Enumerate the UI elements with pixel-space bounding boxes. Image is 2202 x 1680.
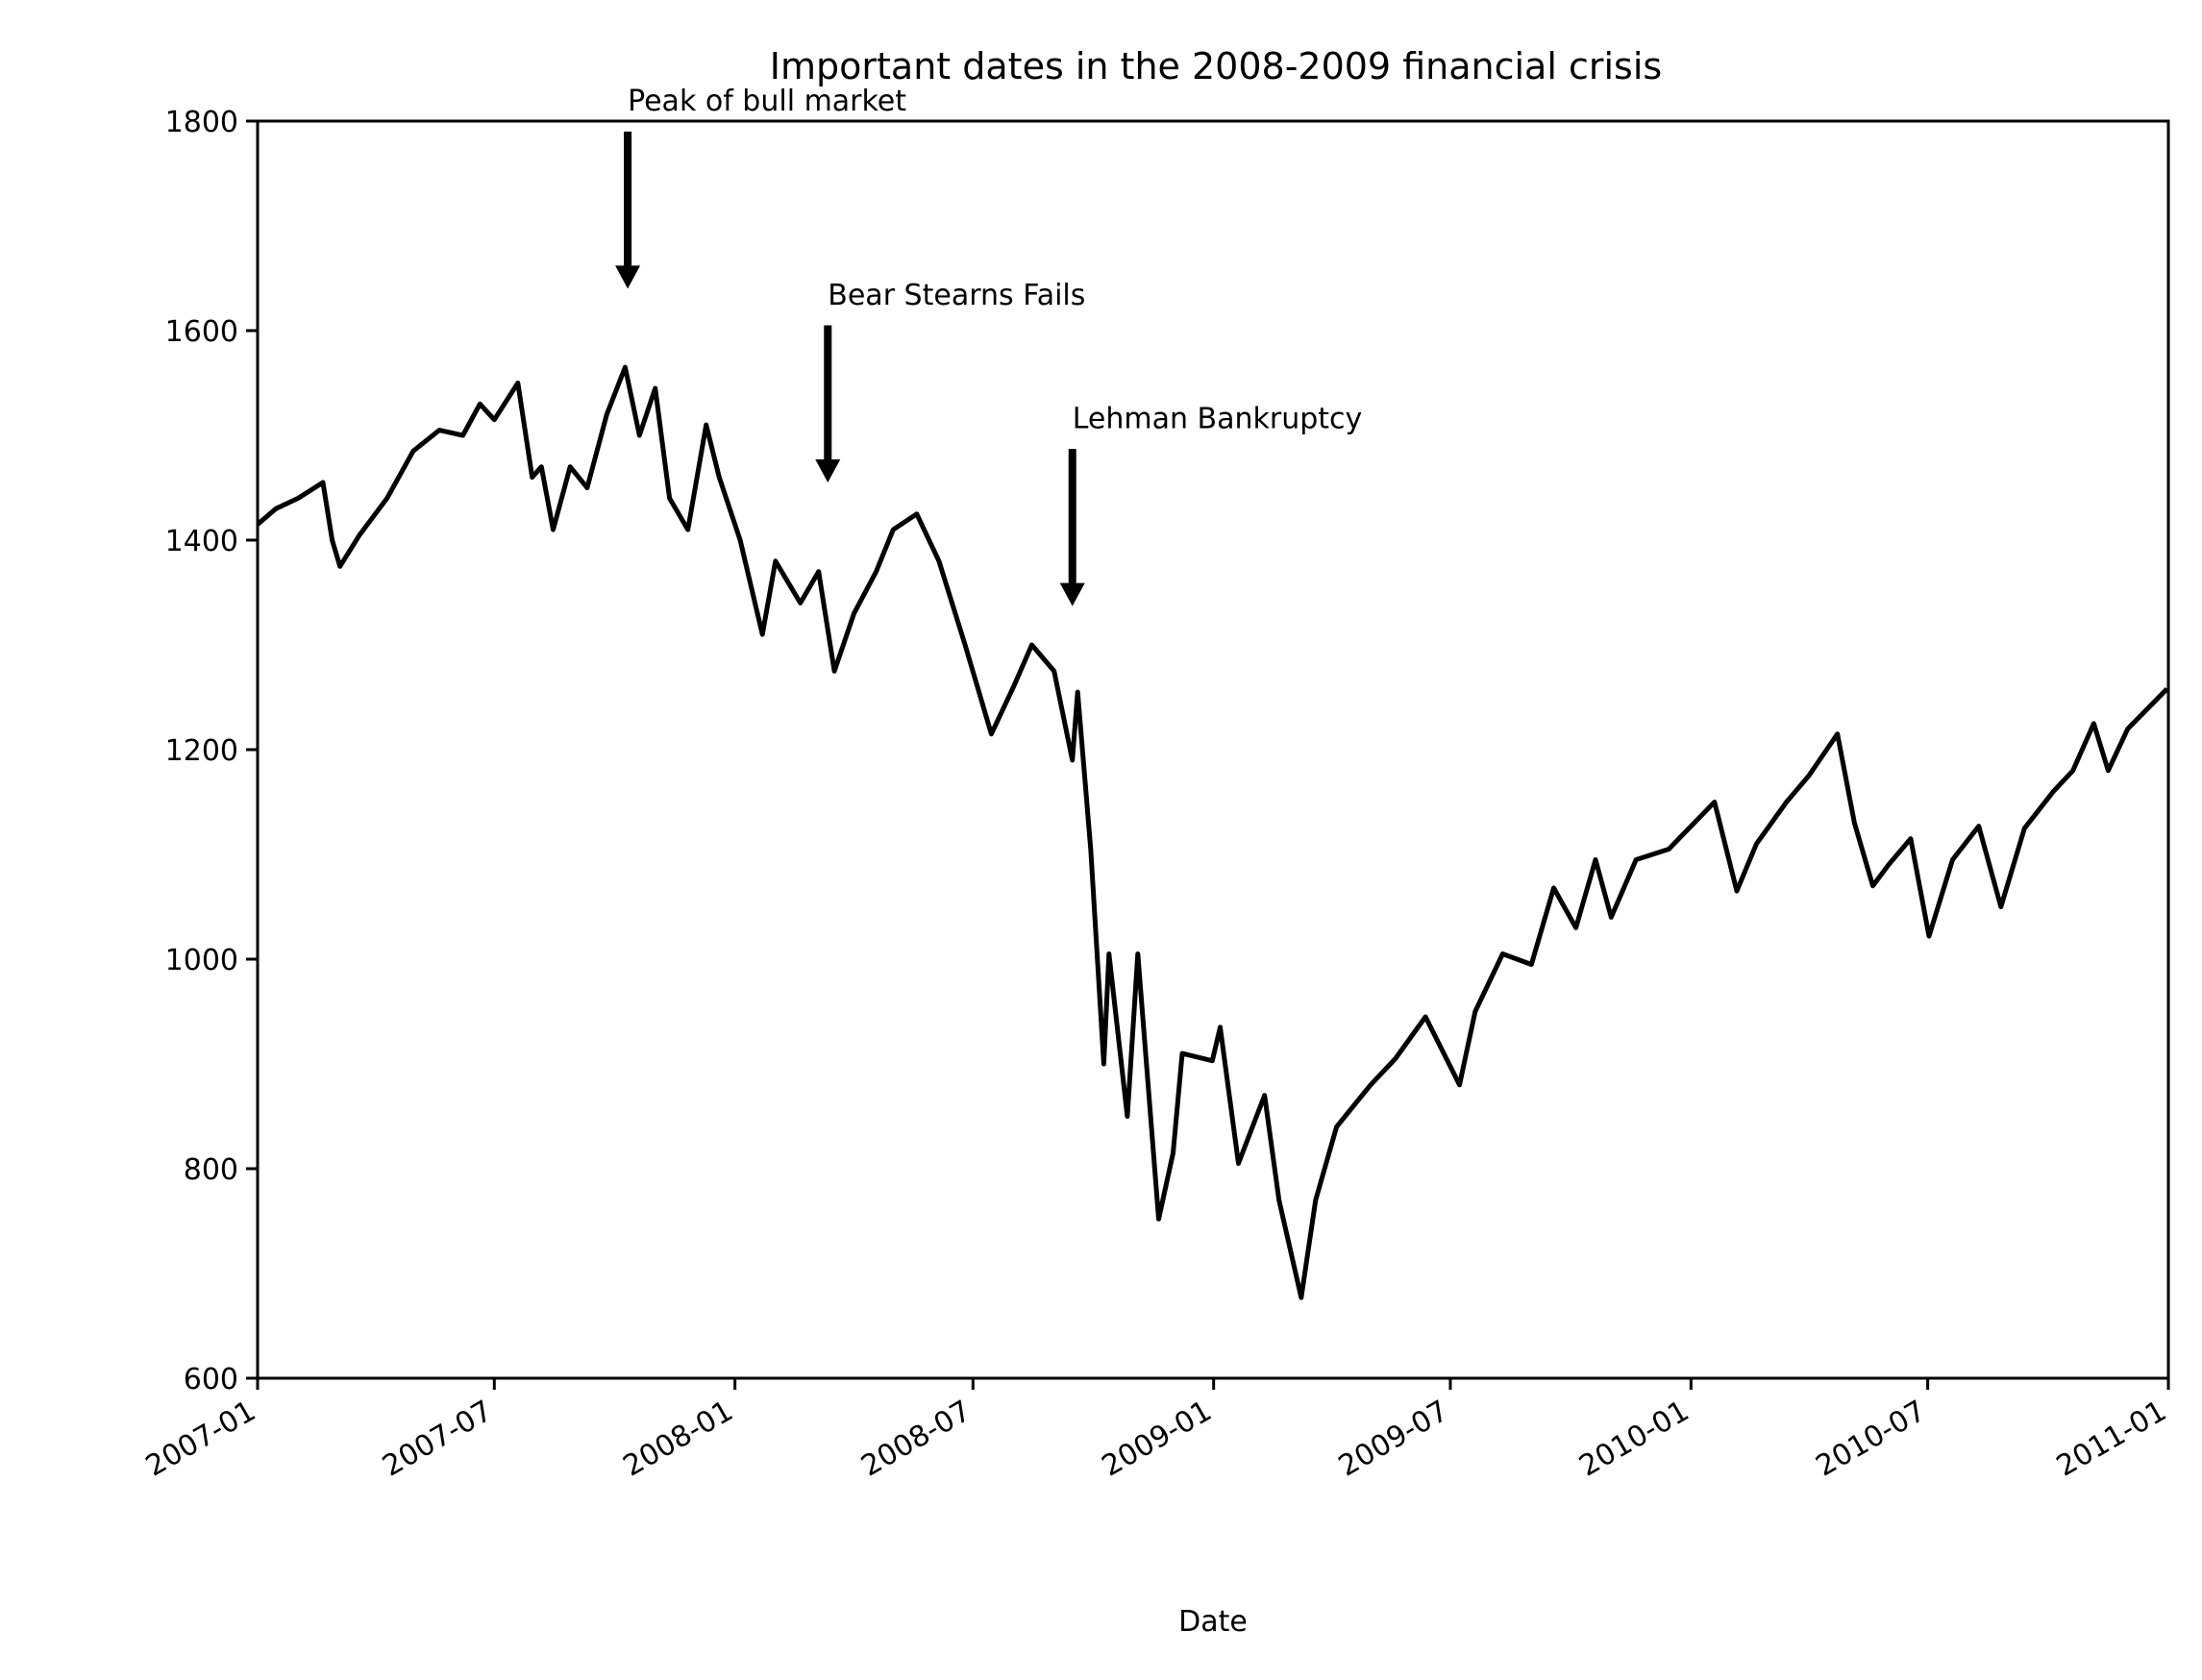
x-tick-label: 2010-07 bbox=[1811, 1395, 1932, 1484]
x-tick-label: 2009-01 bbox=[1097, 1395, 1218, 1484]
x-tick-label: 2009-07 bbox=[1333, 1395, 1454, 1484]
y-tick-label: 1800 bbox=[165, 106, 238, 139]
plot-area bbox=[258, 364, 2168, 1300]
y-tick-label: 1000 bbox=[165, 944, 238, 977]
x-tick-label: 2010-01 bbox=[1573, 1395, 1695, 1484]
plot-frame bbox=[256, 119, 2170, 1380]
x-tick-label: 2008-07 bbox=[855, 1395, 977, 1484]
y-tick-label: 600 bbox=[184, 1363, 238, 1396]
y-tick-label: 800 bbox=[184, 1153, 238, 1187]
y-tick-label: 1600 bbox=[165, 315, 238, 349]
annotation-arrow bbox=[1059, 449, 1085, 606]
annotation-arrow bbox=[615, 131, 641, 289]
x-tick-label: 2011-01 bbox=[2051, 1395, 2172, 1484]
chart-title: Important dates in the 2008-2009 financi… bbox=[770, 45, 1662, 87]
x-axis-label: Date bbox=[1178, 1605, 1248, 1639]
x-tick-label: 2007-01 bbox=[140, 1395, 261, 1484]
annotation-arrow bbox=[815, 325, 841, 483]
annotation-label: Peak of bull market bbox=[628, 85, 906, 118]
annotation-label: Lehman Bankruptcy bbox=[1073, 402, 1363, 435]
x-tick-label: 2008-01 bbox=[618, 1395, 739, 1484]
y-tick-label: 1200 bbox=[165, 734, 238, 768]
y-tick-label: 1400 bbox=[165, 525, 238, 558]
annotation-label: Bear Stearns Fails bbox=[828, 279, 1085, 312]
series-line bbox=[258, 364, 2168, 1300]
x-tick-label: 2007-07 bbox=[377, 1395, 498, 1484]
